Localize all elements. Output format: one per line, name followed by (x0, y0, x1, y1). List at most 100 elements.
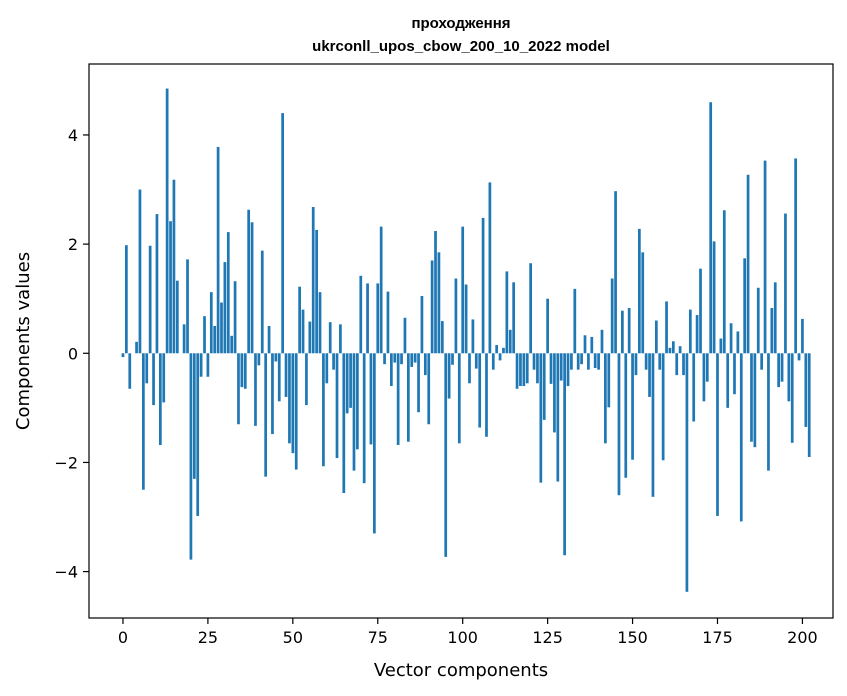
bar-100 (461, 226, 465, 354)
bar-191 (770, 307, 774, 354)
bar-123 (539, 353, 543, 483)
bar-54 (305, 353, 308, 406)
bar-72 (366, 283, 369, 354)
y-tick-label-1: −2 (54, 453, 78, 472)
bar-71 (362, 353, 366, 484)
bar-181 (736, 331, 740, 354)
bar-20 (189, 353, 193, 560)
bar-7 (145, 353, 149, 384)
bar-125 (546, 298, 549, 354)
bar-156 (651, 353, 655, 497)
bar-28 (216, 146, 220, 354)
bar-117 (519, 353, 522, 387)
bar-99 (457, 353, 461, 444)
bar-175 (716, 353, 719, 516)
bar-39 (254, 353, 257, 426)
bar-93 (437, 252, 441, 354)
bar-190 (767, 353, 770, 471)
bar-30 (223, 262, 227, 354)
bar-76 (379, 226, 383, 354)
bar-40 (257, 353, 261, 366)
bar-61 (328, 322, 332, 354)
bar-130 (563, 353, 566, 556)
bar-25 (206, 353, 210, 377)
bar-81 (396, 353, 400, 445)
bar-196 (787, 353, 791, 402)
bar-153 (641, 252, 645, 354)
bar-6 (142, 353, 145, 490)
bar-112 (502, 347, 505, 354)
bar-133 (573, 288, 577, 354)
bar-120 (529, 263, 532, 354)
bar-95 (444, 353, 448, 557)
bar-22 (196, 353, 200, 516)
bar-199 (797, 353, 801, 361)
bar-144 (610, 278, 614, 354)
bar-140 (597, 353, 600, 370)
bar-1 (125, 245, 128, 354)
bar-126 (549, 353, 553, 384)
bar-111 (498, 353, 502, 361)
bar-173 (709, 102, 713, 354)
bar-69 (356, 353, 359, 450)
bar-49 (288, 353, 291, 444)
bar-59 (322, 353, 325, 467)
bar-167 (688, 309, 692, 354)
x-tick-label-3: 75 (368, 628, 388, 647)
bar-38 (250, 222, 254, 354)
bar-41 (260, 250, 264, 354)
bar-44 (271, 353, 274, 435)
bar-114 (508, 329, 512, 354)
bar-146 (617, 353, 621, 496)
bar-172 (705, 353, 709, 382)
bar-197 (790, 353, 794, 443)
bar-84 (406, 353, 410, 442)
bar-185 (750, 353, 753, 442)
bars-group (121, 88, 811, 592)
x-tick-label-1: 25 (198, 628, 218, 647)
bar-148 (624, 353, 628, 478)
bar-170 (699, 268, 702, 354)
bar-10 (155, 214, 159, 354)
bar-36 (243, 353, 247, 389)
bar-98 (454, 278, 458, 354)
bar-202 (807, 353, 811, 457)
bar-109 (491, 353, 495, 370)
bar-110 (495, 345, 499, 354)
bar-18 (182, 324, 186, 354)
bar-192 (773, 282, 777, 354)
y-tick-label-2: 0 (68, 344, 78, 363)
bar-87 (417, 353, 420, 413)
bar-163 (675, 353, 679, 376)
bar-45 (274, 353, 278, 362)
bar-94 (440, 321, 444, 354)
bar-119 (525, 353, 529, 384)
bar-24 (203, 316, 206, 354)
bar-150 (631, 353, 634, 460)
bar-88 (420, 295, 424, 354)
bar-195 (784, 213, 787, 354)
bar-151 (634, 353, 638, 376)
bar-58 (318, 292, 322, 354)
x-tick-label-2: 50 (283, 628, 303, 647)
bar-118 (522, 353, 526, 387)
bar-161 (668, 347, 672, 354)
bar-75 (376, 283, 380, 354)
bar-113 (505, 271, 509, 354)
x-axis-ticks: 0 25 50 75 100 125 150 175 200 (118, 618, 818, 647)
bar-132 (570, 353, 573, 370)
bar-193 (777, 353, 780, 388)
bar-106 (481, 217, 485, 354)
y-axis-ticks: −4 −2 0 2 4 (54, 126, 89, 582)
plot-frame (88, 63, 834, 619)
bar-154 (644, 353, 648, 370)
bar-138 (590, 336, 594, 354)
bar-178 (726, 353, 730, 408)
bar-8 (148, 245, 152, 354)
bar-34 (237, 353, 240, 425)
bar-145 (614, 191, 617, 354)
bar-15 (172, 179, 176, 354)
bar-169 (695, 315, 699, 354)
bar-162 (671, 341, 675, 354)
bar-143 (607, 353, 611, 408)
